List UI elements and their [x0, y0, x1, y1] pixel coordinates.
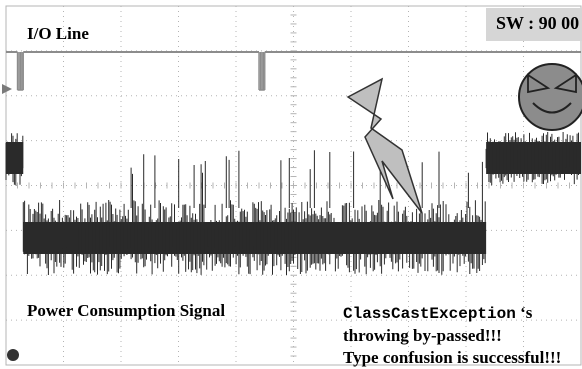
io-line-label: I/O Line — [27, 24, 89, 43]
exception-class-name: ClassCastException — [343, 305, 516, 323]
io-line-trace — [6, 51, 581, 91]
power-signal-noise — [485, 132, 581, 186]
grid-lines — [5, 5, 582, 366]
success-annotation: Type confusion is successful!!! — [343, 348, 562, 367]
io-channel-marker — [2, 84, 12, 94]
power-consumption-trace — [5, 132, 581, 275]
bypass-annotation: throwing by-passed!!! — [343, 326, 502, 345]
power-signal-noise — [5, 133, 24, 186]
exception-suffix: ‘s — [515, 303, 533, 322]
sw-status-text: SW : 90 00 — [496, 13, 580, 33]
lightning-bolt-icon — [346, 77, 423, 214]
power-channel-marker — [7, 349, 19, 361]
power-signal-noise — [22, 150, 486, 275]
devil-face-icon — [518, 63, 582, 131]
power-signal-label: Power Consumption Signal — [27, 301, 226, 320]
sw-status-badge — [486, 8, 582, 41]
exception-annotation: ClassCastException ‘s — [343, 303, 532, 323]
